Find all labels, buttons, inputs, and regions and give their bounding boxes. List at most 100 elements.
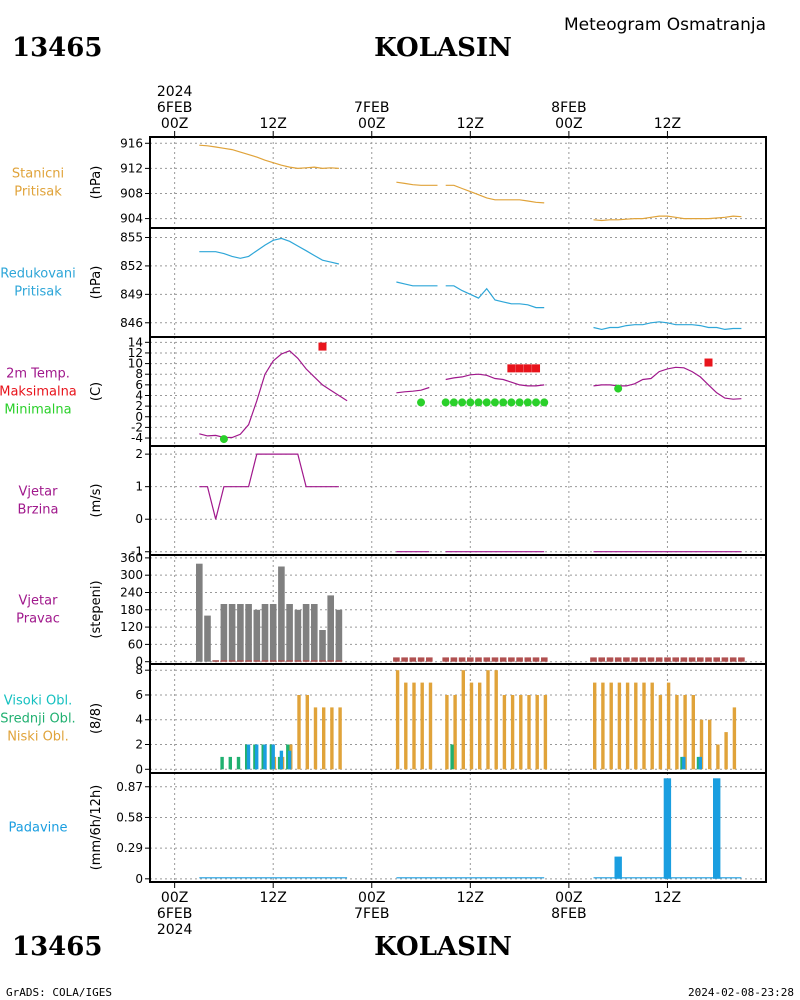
- min-temp-mark: [417, 398, 426, 407]
- min-temp-mark: [449, 398, 458, 407]
- panel-label: Stanicni: [12, 167, 64, 182]
- max-temp-mark: [318, 342, 327, 351]
- series-bar: [255, 744, 259, 770]
- series-bar: [494, 670, 498, 770]
- bottom-time-label: 00Z: [161, 890, 188, 906]
- series-bar: [469, 682, 474, 770]
- series-bar: [666, 682, 671, 770]
- min-temp-mark: [532, 398, 541, 407]
- panel-frame: [149, 136, 767, 229]
- meteogram-title: Meteogram Osmatranja: [564, 15, 766, 35]
- series-line: [199, 237, 340, 265]
- series-bar: [261, 604, 269, 662]
- series-bar: [313, 707, 318, 770]
- footer-source: GrADS: COLA/IGES: [6, 986, 112, 999]
- series-bar: [294, 609, 302, 662]
- series-bar: [271, 744, 275, 770]
- series-bar: [623, 657, 630, 662]
- bottom-time-label: 7FEB: [354, 906, 389, 922]
- panel-label: Pritisak: [14, 185, 62, 200]
- series-bar: [236, 756, 241, 770]
- max-temp-mark: [507, 364, 516, 373]
- top-time-label: 00Z: [161, 116, 188, 132]
- min-temp-mark: [507, 398, 516, 407]
- series-bar: [212, 660, 219, 662]
- series-bar: [696, 756, 701, 770]
- series-bar: [458, 657, 466, 662]
- series-bar: [237, 604, 244, 662]
- panel-label: Pravac: [16, 612, 60, 627]
- series-bar: [532, 657, 540, 662]
- series-bar: [491, 657, 499, 662]
- series-bar: [311, 604, 318, 662]
- min-temp-mark: [490, 398, 499, 407]
- y-tick-label: 6: [135, 688, 143, 702]
- series-bar: [401, 657, 408, 662]
- series-bar: [409, 657, 417, 662]
- series-bar: [261, 660, 269, 662]
- series-bar: [650, 682, 654, 770]
- series-bar: [302, 604, 310, 662]
- y-tick-label: 0.29: [116, 841, 143, 855]
- series-bar: [428, 682, 433, 770]
- series-line: [199, 144, 339, 170]
- y-tick-label: 0: [135, 655, 143, 669]
- min-temp-mark: [466, 398, 475, 407]
- bottom-time-label: 12Z: [654, 890, 681, 906]
- panel-label: Redukovani: [0, 267, 75, 282]
- max-temp-mark: [523, 364, 532, 373]
- panel-unit-label: (mm/6h/12h): [89, 785, 104, 871]
- station-name-bottom: KOLASIN: [374, 932, 512, 962]
- y-tick-label: 360: [120, 551, 143, 565]
- y-tick-label: 10: [128, 357, 143, 371]
- series-bar: [543, 695, 548, 770]
- series-bar: [246, 744, 251, 770]
- y-tick-label: 4: [135, 713, 143, 727]
- y-tick-label: 908: [120, 186, 143, 200]
- series-bar: [664, 657, 671, 662]
- y-tick-label: 240: [120, 585, 143, 599]
- series-bar: [269, 660, 277, 662]
- y-tick-label: 0: [135, 410, 143, 424]
- series-bar: [420, 682, 424, 770]
- y-tick-label: 2: [135, 447, 143, 461]
- y-tick-label: 8: [135, 663, 143, 677]
- min-temp-mark: [474, 398, 483, 407]
- y-tick-label: 12: [128, 346, 143, 360]
- series-bar: [417, 657, 425, 662]
- series-bar: [322, 707, 326, 770]
- series-bar: [535, 695, 539, 770]
- series-bar: [245, 744, 249, 770]
- series-bar: [261, 744, 265, 770]
- series-bar: [672, 657, 679, 662]
- series-bar: [294, 660, 302, 662]
- series-bar: [478, 682, 482, 770]
- series-bar: [327, 595, 334, 662]
- y-tick-label: 0: [135, 512, 143, 526]
- series-bar: [237, 660, 244, 662]
- top-time-label: 7FEB: [354, 100, 389, 116]
- series-bar: [302, 660, 310, 662]
- series-bar: [319, 660, 326, 662]
- y-tick-label: 904: [120, 212, 143, 226]
- series-bar: [204, 615, 211, 662]
- panel-label: 2m Temp.: [6, 367, 70, 382]
- panel-unit-label: (m/s): [89, 484, 104, 518]
- series-bar: [228, 660, 236, 662]
- bottom-time-label: 00Z: [358, 890, 385, 906]
- panel-label: Vjetar: [19, 594, 59, 609]
- series-bar: [319, 630, 326, 662]
- series-bar: [245, 604, 252, 662]
- series-bar: [609, 682, 613, 770]
- y-tick-label: -4: [131, 431, 143, 445]
- bottom-time-label: 12Z: [259, 890, 286, 906]
- min-temp-mark: [614, 384, 623, 393]
- panel-label: Srednji Obl.: [0, 712, 75, 727]
- y-tick-label: 916: [120, 136, 143, 150]
- series-bar: [330, 707, 334, 770]
- series-bar: [697, 657, 704, 662]
- series-line: [396, 181, 438, 186]
- series-bar: [713, 657, 720, 662]
- series-bar: [647, 657, 655, 662]
- y-tick-label: -2: [131, 420, 143, 434]
